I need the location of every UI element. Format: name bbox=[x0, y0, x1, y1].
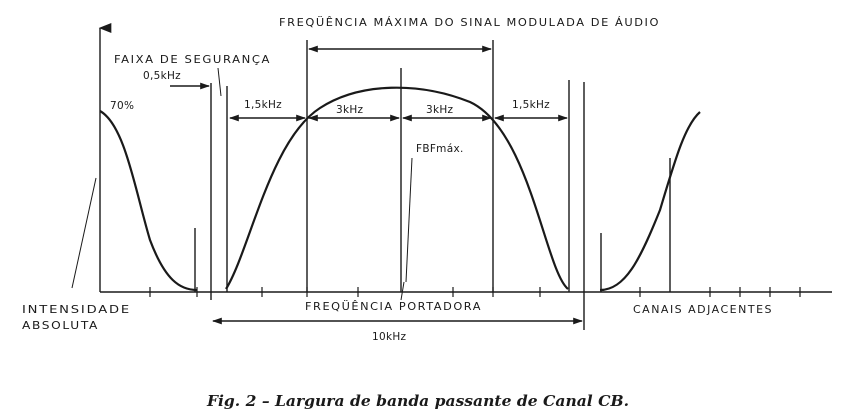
leader-faixa bbox=[217, 67, 222, 97]
label-canais-adjacentes: CANAIS ADJACENTES bbox=[633, 303, 773, 316]
label-05khz: 0,5kHz bbox=[143, 70, 181, 82]
label-15khz-left: 1,5kHz bbox=[244, 99, 282, 111]
label-10khz: 10kHz bbox=[372, 331, 407, 343]
leader-intensidade bbox=[71, 177, 97, 289]
figure-caption: Fig. 2 – Largura de banda passante de Ca… bbox=[206, 392, 629, 410]
leader-portadora bbox=[400, 281, 405, 301]
left-adjacent-channel-curve bbox=[99, 110, 198, 292]
label-70-percent: 70% bbox=[110, 100, 134, 112]
label-fbf-max: FBFmáx. bbox=[416, 143, 464, 155]
leader-fbf bbox=[405, 157, 413, 283]
right-adjacent-channel-curve bbox=[599, 111, 701, 292]
label-frequencia-portadora: FREQÜÊNCIA PORTADORA bbox=[305, 300, 482, 313]
label-3khz-left: 3kHz bbox=[336, 104, 364, 116]
label-faixa-seguranca: FAIXA DE SEGURANÇA bbox=[114, 53, 271, 66]
label-15khz-right: 1,5kHz bbox=[512, 99, 550, 111]
title-audio-max: FREQÜÊNCIA MÁXIMA DO SINAL MODULADA DE Á… bbox=[279, 16, 660, 29]
label-absoluta: ABSOLUTA bbox=[22, 319, 99, 332]
label-intensidade: INTENSIDADE bbox=[22, 303, 131, 316]
main-channel-curve bbox=[225, 86, 569, 290]
label-3khz-right: 3kHz bbox=[426, 104, 454, 116]
